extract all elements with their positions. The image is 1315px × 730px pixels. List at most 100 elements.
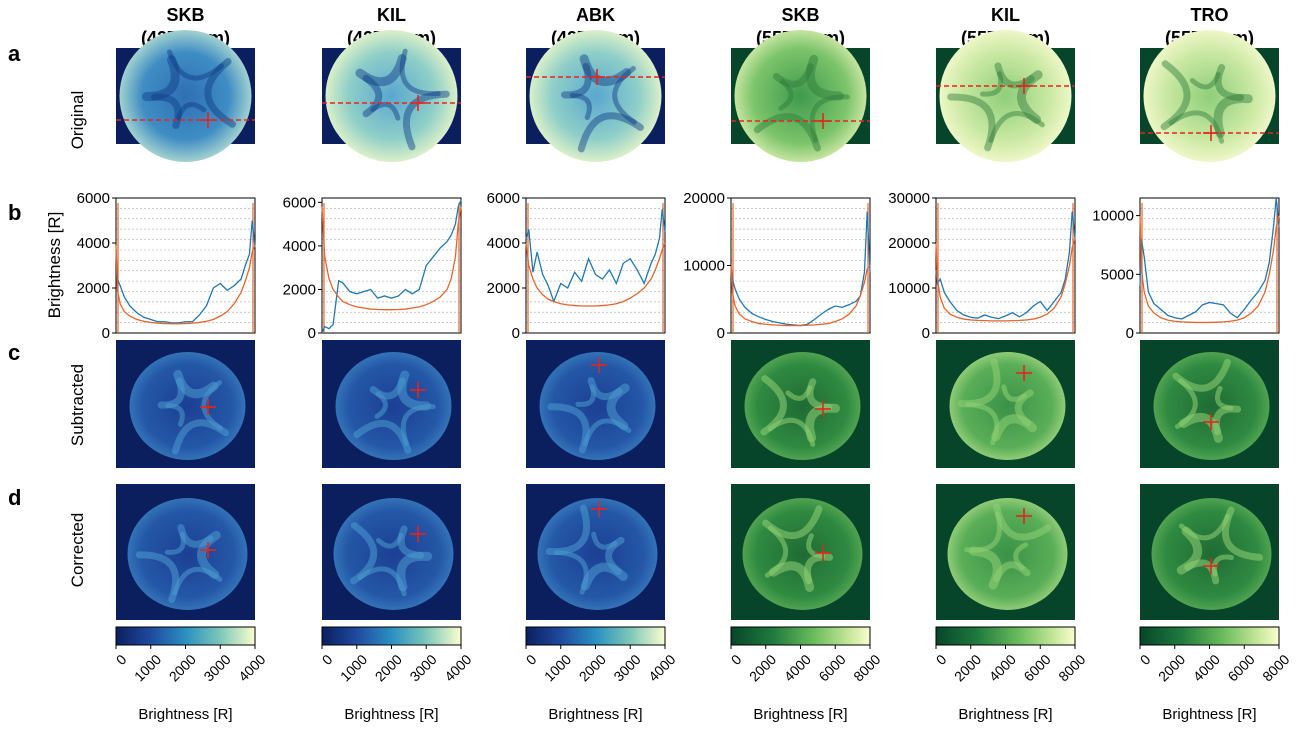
- crosshair-marker: [410, 382, 426, 398]
- crosshair-marker: [200, 542, 216, 558]
- y-tick-label: 2000: [77, 280, 110, 297]
- aurora-arc: [612, 65, 637, 125]
- aurora-arc: [1160, 60, 1191, 131]
- model-curve: [321, 206, 462, 311]
- colorbar: 0 2000 4000 6000 8000 Brightness [R]: [728, 626, 884, 723]
- y-tick-label: 0: [1126, 325, 1134, 342]
- colorbar-tick-label: 3000: [610, 651, 643, 684]
- y-tick-label: 2000: [487, 280, 520, 297]
- aurora-arc: [993, 503, 1052, 541]
- panel-letter-b: b: [8, 200, 21, 225]
- profile-line: [730, 211, 871, 327]
- colorbar-tick-label: 8000: [1259, 651, 1292, 684]
- column-skb-427: SKB(427.8 nm)020004000600001000200030004…: [77, 5, 269, 723]
- profile-line: [115, 220, 256, 324]
- corrected-image: [1140, 484, 1279, 620]
- aurora-arc: [176, 102, 207, 121]
- sky-disk: [119, 30, 252, 162]
- aurora-arc: [809, 94, 850, 143]
- colorbar-gradient: [1139, 626, 1280, 646]
- panel-letter-d: d: [8, 485, 21, 510]
- subtracted-image: [1140, 340, 1279, 468]
- panel-letter-c: c: [8, 340, 20, 365]
- crosshair-marker: [200, 112, 216, 128]
- y-tick-label: 0: [717, 325, 725, 342]
- aurora-arc: [1189, 72, 1221, 90]
- colorbar-tick-label: 0: [113, 651, 130, 668]
- corrected-image: [322, 484, 461, 620]
- sky-disk: [1143, 30, 1276, 162]
- colorbar-tick-label: 3000: [406, 651, 439, 684]
- colorbar-tick-label: 4000: [235, 651, 268, 684]
- original-image: [731, 30, 870, 162]
- model-curve: [525, 242, 666, 307]
- original-image: [936, 30, 1075, 162]
- aurora-arc: [1214, 63, 1244, 102]
- y-tick-label: 6000: [487, 190, 520, 207]
- subtracted-image: [731, 340, 870, 468]
- colorbar-gradient: [730, 626, 871, 646]
- colorbar-label: Brightness [R]: [1162, 706, 1256, 723]
- colorbar-label: Brightness [R]: [958, 706, 1052, 723]
- aurora-arc: [355, 54, 407, 87]
- colorbar-tick-label: 8000: [1055, 651, 1088, 684]
- colorbar-gradient: [321, 626, 462, 646]
- colorbar-tick-label: 0: [728, 651, 745, 668]
- sky-disk: [947, 498, 1068, 610]
- aurora-arc: [204, 58, 236, 128]
- colorbar-tick-label: 8000: [850, 651, 883, 684]
- aurora-arc: [988, 111, 1045, 144]
- station-title: TRO: [1191, 5, 1229, 25]
- aurora-arc: [150, 93, 182, 130]
- y-tick-label: 0: [512, 325, 520, 342]
- y-tick-label: 10000: [1092, 208, 1134, 225]
- column-skb-557: SKB(557.7 nm)010000200000200040006000800…: [683, 5, 883, 723]
- y-tick-label: 6000: [77, 190, 110, 207]
- corrected-image: [731, 484, 870, 620]
- colorbar-gradient: [115, 626, 256, 646]
- corrected-image: [116, 484, 255, 620]
- model-curve: [1139, 215, 1280, 324]
- original-image: [322, 30, 461, 162]
- y-tick-label: 0: [102, 325, 110, 342]
- y-tick-label: 20000: [888, 235, 930, 252]
- y-tick-label: 4000: [283, 238, 316, 255]
- aurora-arc: [760, 375, 787, 436]
- sky-disk: [127, 498, 248, 610]
- sky-disk: [333, 498, 454, 610]
- original-image: [526, 30, 665, 162]
- aurora-arc: [957, 358, 1001, 408]
- colorbar-tick-label: 0: [523, 651, 540, 668]
- aurora-arc: [762, 505, 823, 540]
- aurora-arc: [778, 79, 794, 111]
- aurora-arc: [547, 403, 590, 454]
- aurora-arc: [772, 63, 815, 88]
- y-tick-label: 30000: [888, 190, 930, 207]
- colorbar-tick-label: 2000: [166, 651, 199, 684]
- y-tick-label: 20000: [683, 190, 725, 207]
- aurora-arc: [947, 93, 996, 152]
- colorbar: 0 2000 4000 6000 8000 Brightness [R]: [933, 626, 1089, 723]
- column-kil-557: KIL(557.7 nm)010000200003000002000400060…: [888, 5, 1088, 723]
- y-tick-label: 4000: [487, 235, 520, 252]
- colorbar-tick-label: 6000: [1224, 651, 1257, 684]
- sky-disk: [744, 352, 861, 460]
- station-title: SKB: [166, 5, 204, 25]
- crosshair-marker: [1016, 78, 1032, 94]
- colorbar-tick-label: 2000: [576, 651, 609, 684]
- colorbar-tick-label: 4000: [781, 651, 814, 684]
- station-title: KIL: [991, 5, 1020, 25]
- brightness-profile-chart: 0 5000 10000: [1092, 197, 1280, 342]
- row-label-original: Original: [68, 91, 87, 150]
- model-curve: [935, 238, 1076, 322]
- crosshair-marker: [815, 545, 831, 561]
- colorbar-tick-label: 6000: [1020, 651, 1053, 684]
- column-abk-427: ABK(427.8 nm)020004000600001000200030004…: [487, 5, 679, 723]
- aurora-arc: [399, 48, 441, 97]
- sky-disk: [539, 352, 656, 460]
- aurora-arc: [353, 420, 412, 454]
- aurora-arc: [1221, 506, 1264, 561]
- sky-disk: [1153, 352, 1270, 460]
- sky-disk: [939, 30, 1072, 162]
- profile-line: [1139, 197, 1280, 320]
